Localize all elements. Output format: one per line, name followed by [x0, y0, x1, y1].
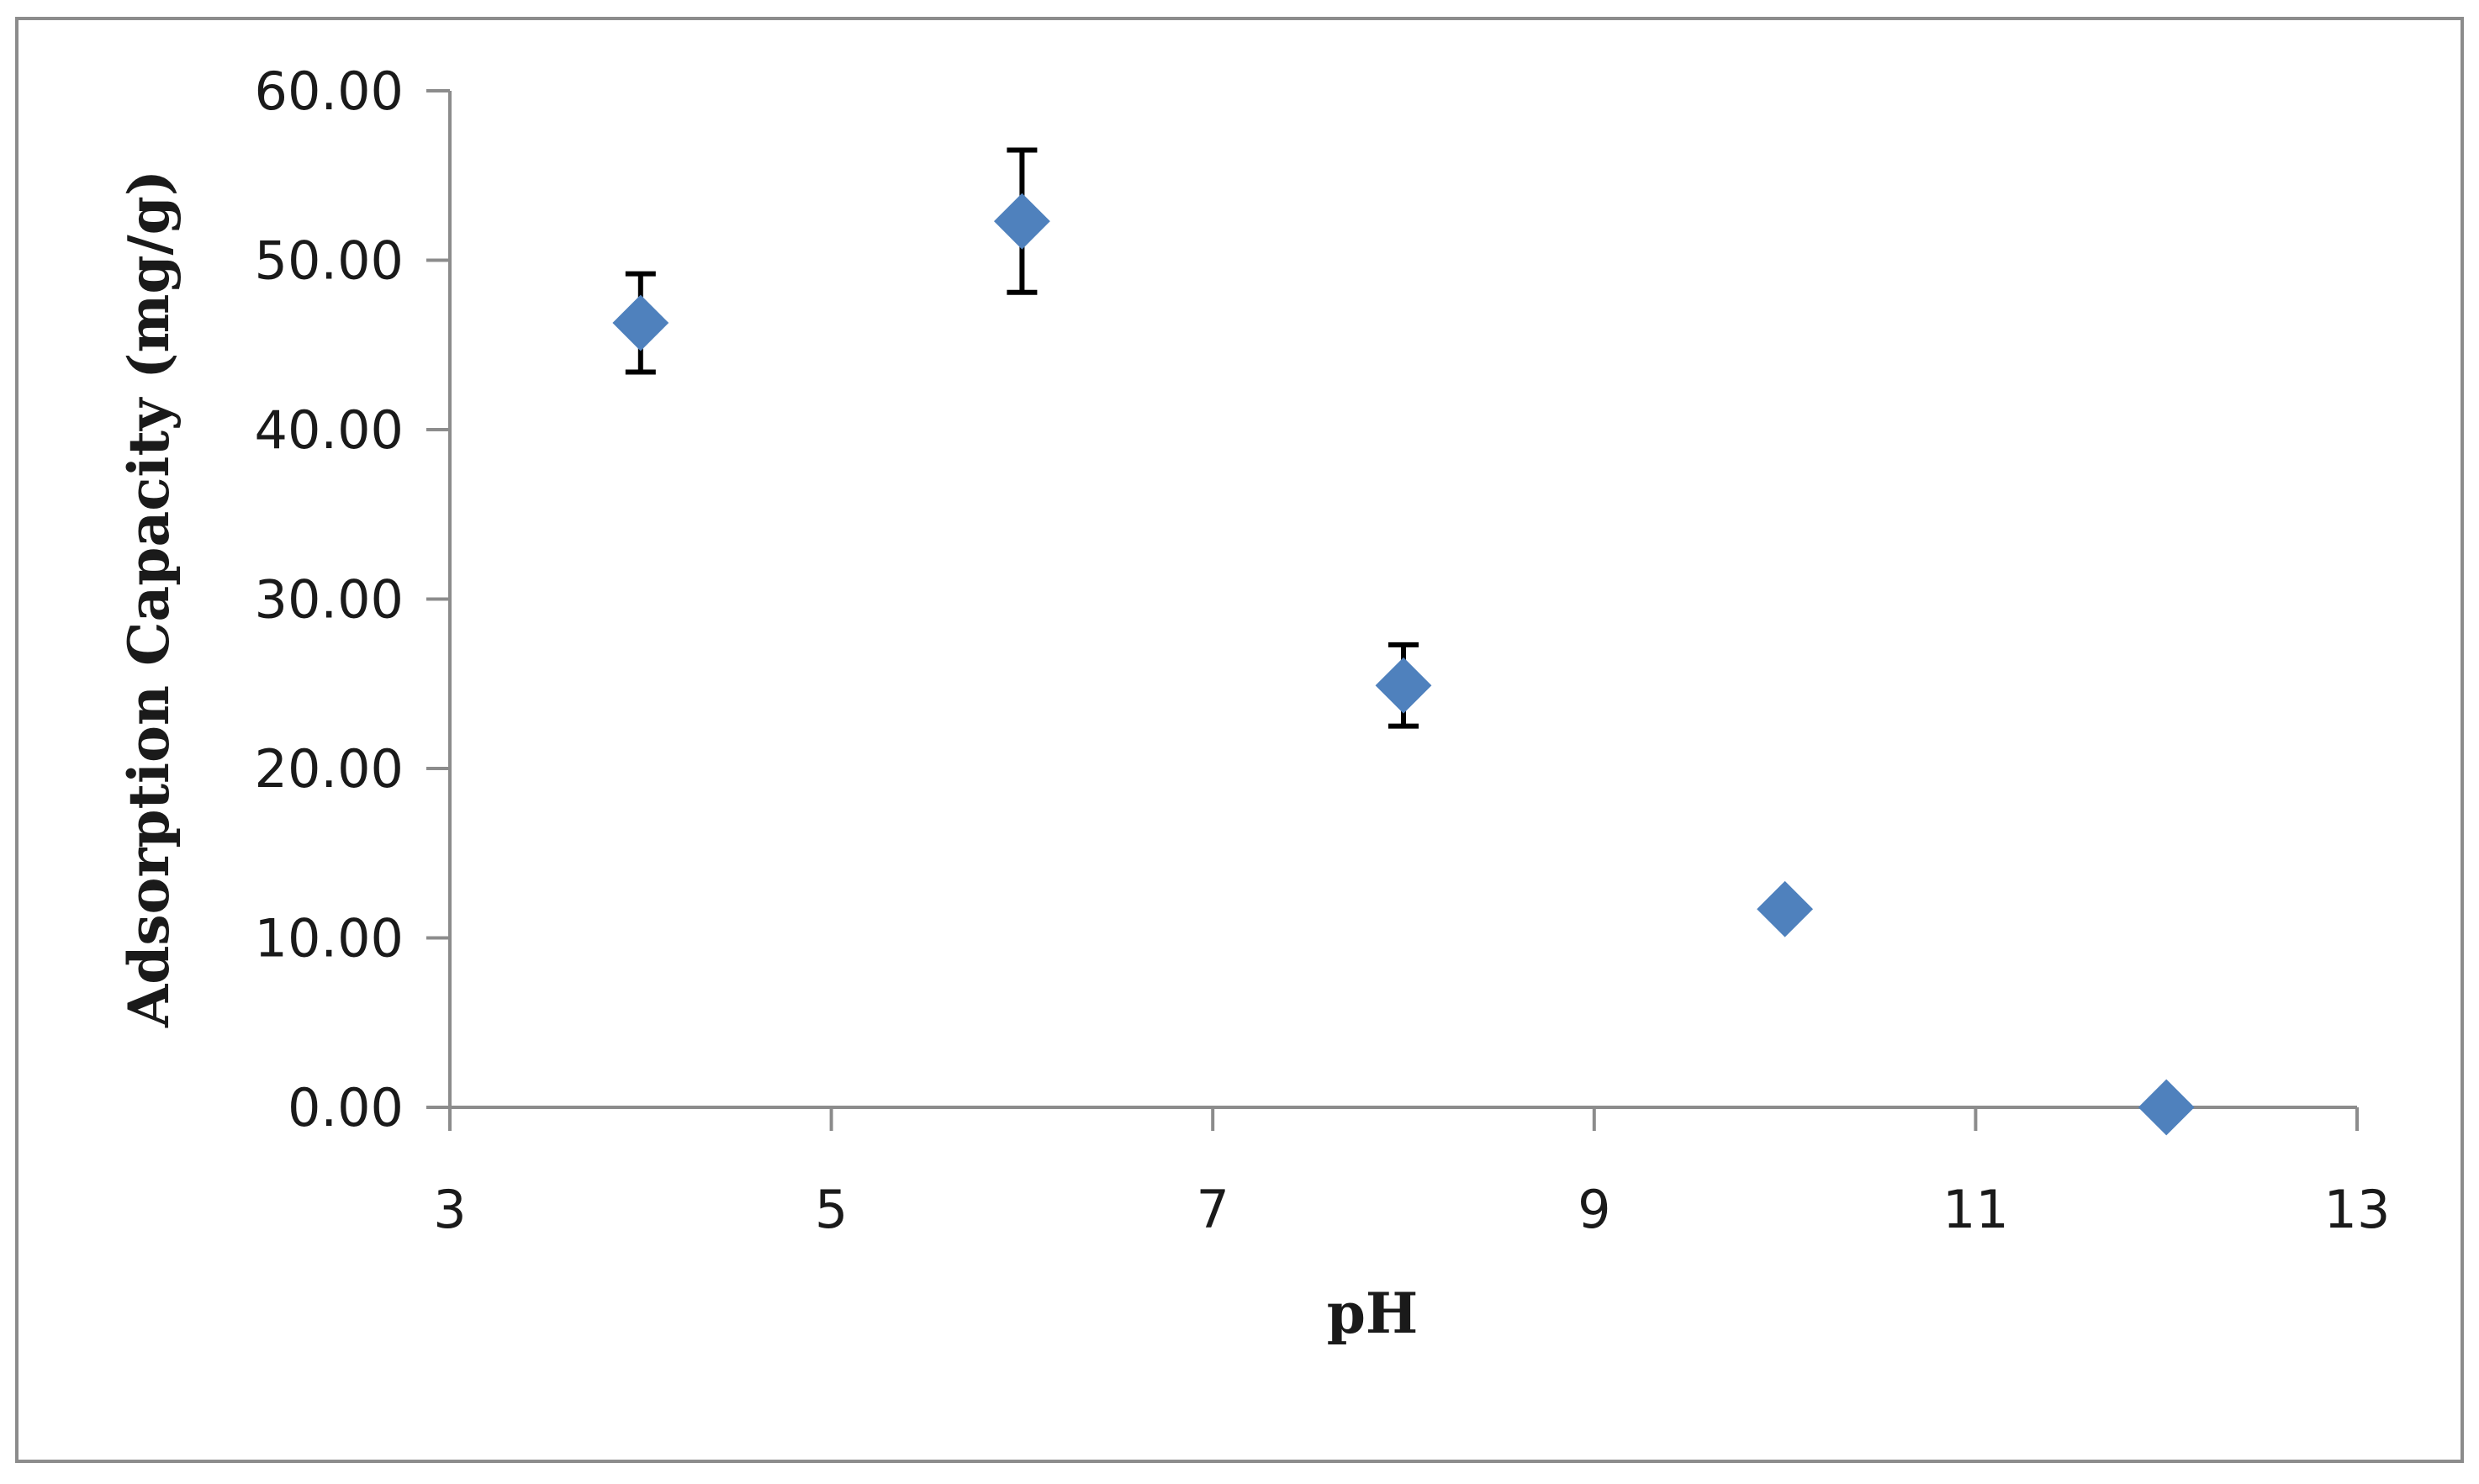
data-point-diamond	[612, 294, 669, 351]
x-tick-label: 13	[2324, 1179, 2391, 1240]
data-point-diamond	[993, 193, 1050, 250]
y-tick-label: 40.00	[255, 399, 404, 461]
y-tick-label: 50.00	[255, 230, 404, 292]
x-tick-label: 5	[815, 1179, 848, 1240]
x-tick-label: 11	[1942, 1179, 2009, 1240]
chart-border	[15, 17, 2464, 1463]
data-point-diamond	[1757, 880, 1814, 937]
x-tick-label: 9	[1578, 1179, 1610, 1240]
y-tick-label: 0.00	[288, 1077, 404, 1138]
y-tick-label: 10.00	[255, 908, 404, 969]
y-tick-label: 20.00	[255, 738, 404, 800]
axes: 0.00 10.00 20.00 30.00 40.00 50.00 60.00 3 5 7 9 11…	[255, 61, 2391, 1240]
y-axis-title: Adsorption Capacity (mg/g)	[116, 170, 182, 1028]
data-point-diamond	[1375, 657, 1432, 714]
x-tick-label: 3	[433, 1179, 466, 1240]
x-axis-title: pH	[1327, 1281, 1419, 1346]
y-tick-label: 60.00	[255, 61, 404, 122]
data-point-diamond	[2138, 1079, 2195, 1136]
x-tick-label: 7	[1196, 1179, 1229, 1240]
data-points	[612, 193, 2195, 1136]
y-tick-label: 30.00	[255, 569, 404, 631]
